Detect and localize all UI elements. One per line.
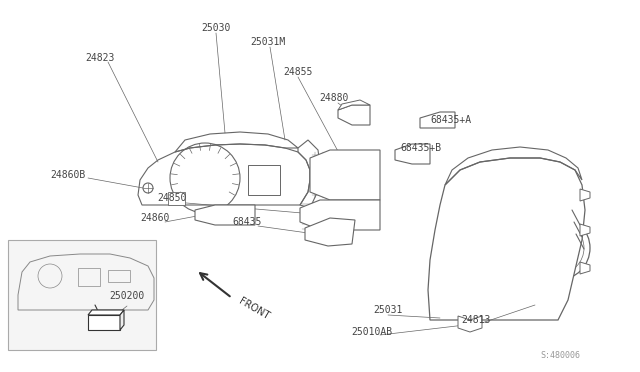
- Text: 68435+B: 68435+B: [400, 143, 441, 153]
- Text: FRONT: FRONT: [237, 296, 271, 321]
- Circle shape: [170, 143, 240, 213]
- Text: 24823: 24823: [85, 53, 115, 63]
- Text: 24880: 24880: [319, 93, 349, 103]
- Text: 24850: 24850: [157, 193, 187, 203]
- Polygon shape: [88, 310, 124, 315]
- Polygon shape: [300, 200, 380, 230]
- Polygon shape: [168, 192, 185, 205]
- Text: 68435: 68435: [232, 217, 262, 227]
- Text: 24860: 24860: [140, 213, 170, 223]
- Bar: [8, 240, 156, 350]
- Polygon shape: [580, 189, 590, 201]
- Text: 24813: 24813: [461, 315, 491, 325]
- Circle shape: [526, 216, 590, 280]
- Text: 25030: 25030: [202, 23, 230, 33]
- Polygon shape: [338, 100, 370, 110]
- Circle shape: [143, 183, 153, 193]
- Polygon shape: [195, 205, 255, 225]
- Text: 25031M: 25031M: [250, 37, 285, 47]
- Polygon shape: [458, 316, 482, 332]
- Circle shape: [438, 196, 542, 300]
- Circle shape: [326, 229, 334, 237]
- Polygon shape: [428, 158, 585, 320]
- Text: 68435+A: 68435+A: [430, 115, 471, 125]
- Polygon shape: [248, 165, 280, 195]
- Polygon shape: [120, 310, 124, 330]
- Polygon shape: [395, 144, 430, 164]
- Polygon shape: [88, 315, 120, 330]
- Polygon shape: [580, 224, 590, 236]
- Circle shape: [411, 150, 419, 158]
- Text: 24860B: 24860B: [51, 170, 86, 180]
- Polygon shape: [580, 262, 590, 274]
- Text: 25010AB: 25010AB: [351, 327, 392, 337]
- Polygon shape: [338, 105, 370, 125]
- Text: S:480006: S:480006: [540, 350, 580, 359]
- Polygon shape: [420, 112, 455, 128]
- Text: 24855: 24855: [284, 67, 313, 77]
- Text: 25031: 25031: [373, 305, 403, 315]
- Text: 250200: 250200: [109, 291, 145, 301]
- Polygon shape: [305, 218, 355, 246]
- Polygon shape: [310, 150, 380, 200]
